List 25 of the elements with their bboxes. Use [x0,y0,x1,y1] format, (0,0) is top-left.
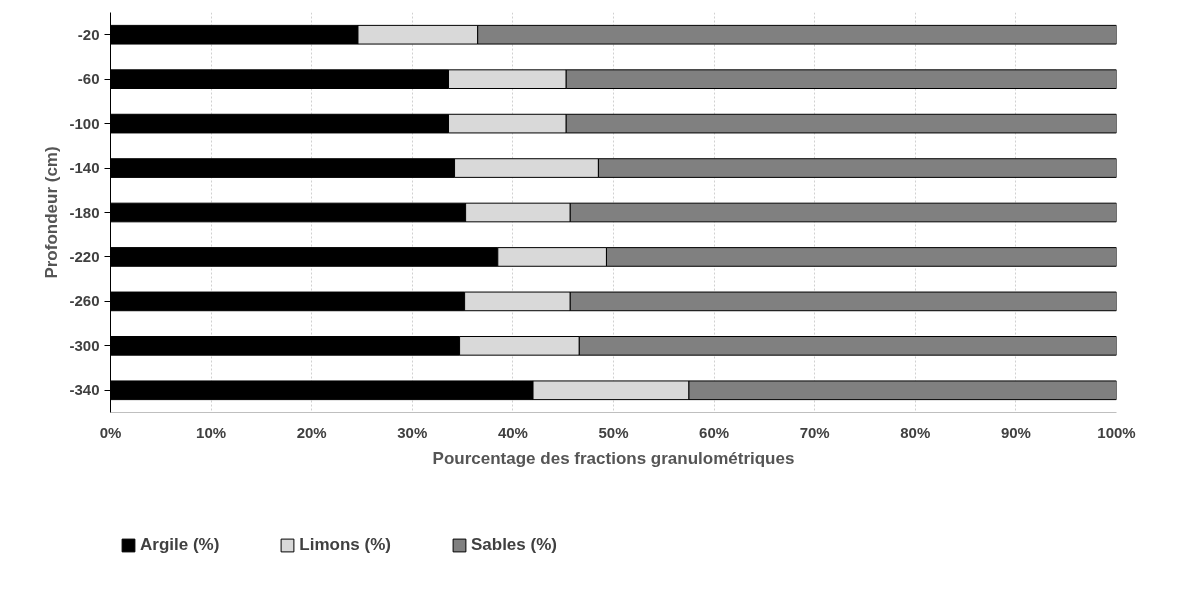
y-tick-label: -100 [69,114,100,132]
x-tick-label: 80% [900,423,931,441]
y-tick-label: -180 [69,203,100,221]
y-tick-label: -300 [69,336,100,354]
x-tick-label: 10% [196,423,227,441]
x-tick-label: 40% [497,423,528,441]
x-tick-label: 0% [99,423,122,441]
x-axis-title: Pourcentage des fractions granulométriques [432,448,795,468]
legend-label: Argile (%) [140,535,220,555]
legend-label: Sables (%) [470,535,557,555]
y-axis-title: Profondeur (cm) [42,146,62,279]
legend-label: Limons (%) [299,535,391,555]
y-tick-label: -340 [69,381,100,399]
x-tick-label: 20% [296,423,327,441]
x-tick-label: 70% [799,423,830,441]
x-tick-label: 100% [1097,423,1136,441]
x-tick-label: 30% [397,423,428,441]
y-tick-label: -220 [69,247,100,265]
y-tick-label: -260 [69,292,100,310]
x-tick-label: 60% [699,423,730,441]
x-tick-label: 90% [1000,423,1031,441]
y-tick-label: -60 [77,70,100,88]
y-tick-label: -140 [69,159,100,177]
x-tick-label: 50% [598,423,629,441]
y-tick-label: -20 [77,25,100,43]
